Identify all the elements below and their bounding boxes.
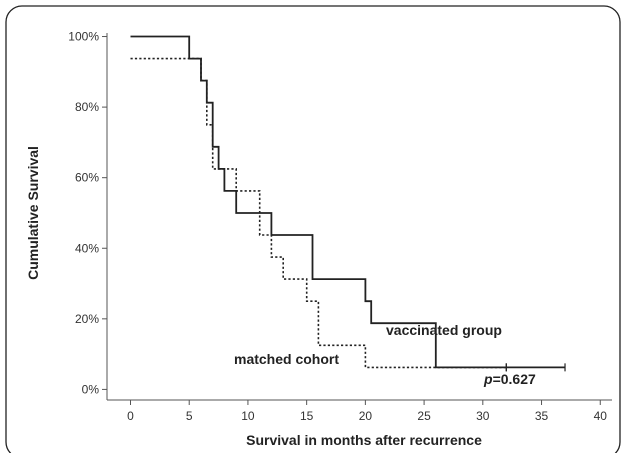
y-tick-label: 80% bbox=[75, 100, 99, 114]
y-axis-label: Cumulative Survival bbox=[25, 146, 41, 280]
p-symbol: p bbox=[483, 371, 493, 387]
matched-cohort-label: matched cohort bbox=[234, 351, 339, 367]
x-tick-label: 5 bbox=[186, 409, 193, 423]
x-tick-label: 15 bbox=[300, 409, 314, 423]
series-layer bbox=[130, 35, 565, 369]
x-tick-label: 0 bbox=[127, 409, 134, 423]
ticks: 0 5 10 15 20 25 30 35 40 0% 20% 40% 60% 80% 100% bbox=[68, 30, 607, 423]
vaccinated-group-label: vaccinated group bbox=[386, 322, 502, 338]
y-tick-label: 100% bbox=[68, 30, 99, 44]
x-tick-label: 40 bbox=[594, 409, 608, 423]
p-value-label: p=0.627 bbox=[483, 371, 536, 387]
censor-layer bbox=[505, 363, 566, 372]
x-tick-label: 10 bbox=[241, 409, 255, 423]
y-tick-label: 0% bbox=[82, 382, 100, 396]
x-tick-label: 35 bbox=[535, 409, 549, 423]
y-tick-label: 40% bbox=[75, 241, 99, 255]
y-tick-label: 20% bbox=[75, 312, 99, 326]
y-tick-label: 60% bbox=[75, 171, 99, 185]
chart-border bbox=[5, 5, 621, 458]
x-axis-label: Survival in months after recurrence bbox=[246, 432, 482, 448]
x-tick-label: 20 bbox=[359, 409, 373, 423]
axes bbox=[106, 33, 612, 401]
x-tick-label: 30 bbox=[476, 409, 490, 423]
p-value: =0.627 bbox=[493, 371, 536, 387]
series-line-matched-cohort bbox=[130, 57, 507, 369]
x-tick-label: 25 bbox=[417, 409, 431, 423]
